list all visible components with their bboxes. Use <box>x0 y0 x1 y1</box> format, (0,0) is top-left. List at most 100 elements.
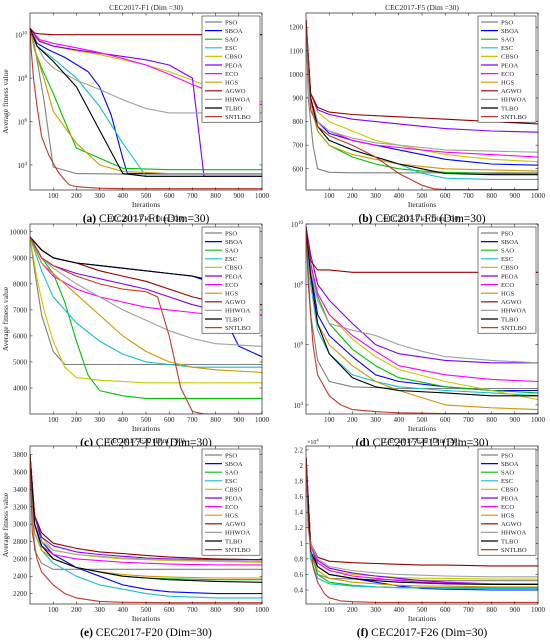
legend-entry-peoa: PEOA <box>501 62 518 69</box>
panel-caption: (b) CEC2017-F5 (Dim=30) <box>358 213 485 225</box>
x-tick-label: 300 <box>94 606 105 614</box>
legend-entry-esc: ESC <box>501 45 514 52</box>
legend-entry-sntlbo: SNTLBO <box>225 114 251 121</box>
legend-entry-hgs: HGS <box>501 80 515 87</box>
series-group <box>30 236 262 414</box>
y-axis-label: Average fitness value <box>1 492 10 557</box>
y-tick-label: 106 <box>18 119 28 127</box>
x-tick-label: 600 <box>164 606 175 614</box>
series-line-hhwoa <box>30 236 262 347</box>
series-line-sboa <box>30 27 262 175</box>
series-line-agwo <box>30 27 262 36</box>
x-tick-label: 1000 <box>531 192 546 200</box>
x-tick-label: 500 <box>417 416 428 424</box>
legend-entry-hhwoa: HHWOA <box>225 530 251 537</box>
legend-entry-tlbo: TLBO <box>225 538 242 545</box>
x-tick-label: 300 <box>370 606 381 614</box>
y-tick-label: 2.2 <box>294 446 303 454</box>
series-group <box>306 226 538 414</box>
chart-panel-5: 100 200 300 400 500 600 700 800 900 1000 2200 2400 2… <box>1 436 270 639</box>
y-tick-label: 3800 <box>13 451 28 459</box>
series-line-pso <box>306 226 538 390</box>
x-tick-label: 600 <box>440 192 451 200</box>
legend-entry-sboa: SBOA <box>225 239 243 246</box>
panel-caption-label: (a) <box>83 213 97 225</box>
x-tick-label: 800 <box>210 606 221 614</box>
x-tick-label: 800 <box>210 192 221 200</box>
y-tick-label: 108 <box>294 281 304 289</box>
y-tick-label: 7000 <box>13 306 28 314</box>
legend-entry-peoa: PEOA <box>225 495 242 502</box>
y-tick-label: 106 <box>294 342 304 350</box>
legend-entry-sntlbo: SNTLBO <box>501 547 527 554</box>
series-line-sboa <box>30 454 262 595</box>
x-tick-label: 400 <box>118 606 129 614</box>
legend-entry-sboa: SBOA <box>501 239 519 246</box>
panel-caption: (f) CEC2017-F26 (Dim=30) <box>357 627 488 639</box>
x-tick-label: 700 <box>187 192 198 200</box>
x-axis-label: Iterations <box>408 424 436 433</box>
series-line-hhwoa <box>30 28 262 114</box>
x-tick-label: 800 <box>486 416 497 424</box>
legend-entry-sntlbo: SNTLBO <box>225 325 251 332</box>
legend-entry-eco: ECO <box>501 504 514 511</box>
legend-entry-sao: SAO <box>225 37 238 44</box>
x-tick-label: 400 <box>394 416 405 424</box>
y-tick-label: 10000 <box>10 228 28 236</box>
x-tick-label: 900 <box>234 192 245 200</box>
legend-entry-pso: PSO <box>225 230 237 237</box>
series-group <box>306 20 538 190</box>
series-line-peoa <box>306 226 538 364</box>
chart-title: CEC2017-F10 (Dim =30) <box>107 214 185 223</box>
legend-entry-cbso: CBSO <box>501 54 518 61</box>
y-tick-label: 2400 <box>13 573 28 581</box>
legend-entry-agwo: AGWO <box>225 88 246 95</box>
series-line-sntlbo <box>306 20 538 190</box>
x-tick-label: 400 <box>118 192 129 200</box>
panel-caption-text: CEC2017-F5 (Dim=30) <box>375 213 485 225</box>
x-axis-label: Iterations <box>408 614 436 623</box>
series-line-tlbo <box>306 457 538 586</box>
series-line-hgs <box>306 457 538 588</box>
x-tick-label: 200 <box>71 606 82 614</box>
chart-panel-1: 100 200 300 400 500 600 700 800 900 1000 104 106 108… <box>1 3 270 225</box>
x-tick-label: 500 <box>141 192 152 200</box>
x-tick-label: 100 <box>324 606 335 614</box>
x-tick-label: 900 <box>510 606 521 614</box>
legend-entry-pso: PSO <box>225 452 237 459</box>
legend-entry-tlbo: TLBO <box>501 538 518 545</box>
series-line-esc <box>30 236 262 368</box>
series-line-eco <box>30 236 262 316</box>
legend-entry-pso: PSO <box>225 19 237 26</box>
x-axis-label: Iterations <box>132 200 160 209</box>
x-tick-label: 200 <box>347 192 358 200</box>
legend-entry-agwo: AGWO <box>501 521 522 528</box>
x-tick-label: 700 <box>463 416 474 424</box>
x-tick-label: 900 <box>234 416 245 424</box>
legend-entry-hgs: HGS <box>501 291 515 298</box>
x-tick-label: 800 <box>486 192 497 200</box>
legend-entry-hhwoa: HHWOA <box>501 530 527 537</box>
y-tick-label: 0.6 <box>294 571 303 579</box>
series-line-esc <box>30 454 262 599</box>
legend-entry-esc: ESC <box>225 256 238 263</box>
y-tick-label: 5000 <box>13 358 28 366</box>
legend-entry-sboa: SBOA <box>225 28 243 35</box>
x-tick-label: 100 <box>48 416 59 424</box>
x-tick-label: 600 <box>164 192 175 200</box>
x-tick-label: 700 <box>187 416 198 424</box>
y-tick-label: 3000 <box>13 521 28 529</box>
series-line-sntlbo <box>306 457 538 603</box>
x-tick-label: 500 <box>417 192 428 200</box>
x-tick-label: 700 <box>463 606 474 614</box>
y-tick-label: 104 <box>294 402 304 410</box>
legend-entry-esc: ESC <box>225 45 238 52</box>
legend-entry-sntlbo: SNTLBO <box>501 114 527 121</box>
legend-entry-hgs: HGS <box>225 80 239 87</box>
legend-entry-cbso: CBSO <box>225 265 242 272</box>
x-tick-label: 900 <box>510 416 521 424</box>
x-tick-label: 600 <box>440 416 451 424</box>
legend-entry-sao: SAO <box>501 248 514 255</box>
legend-entry-esc: ESC <box>225 478 238 485</box>
